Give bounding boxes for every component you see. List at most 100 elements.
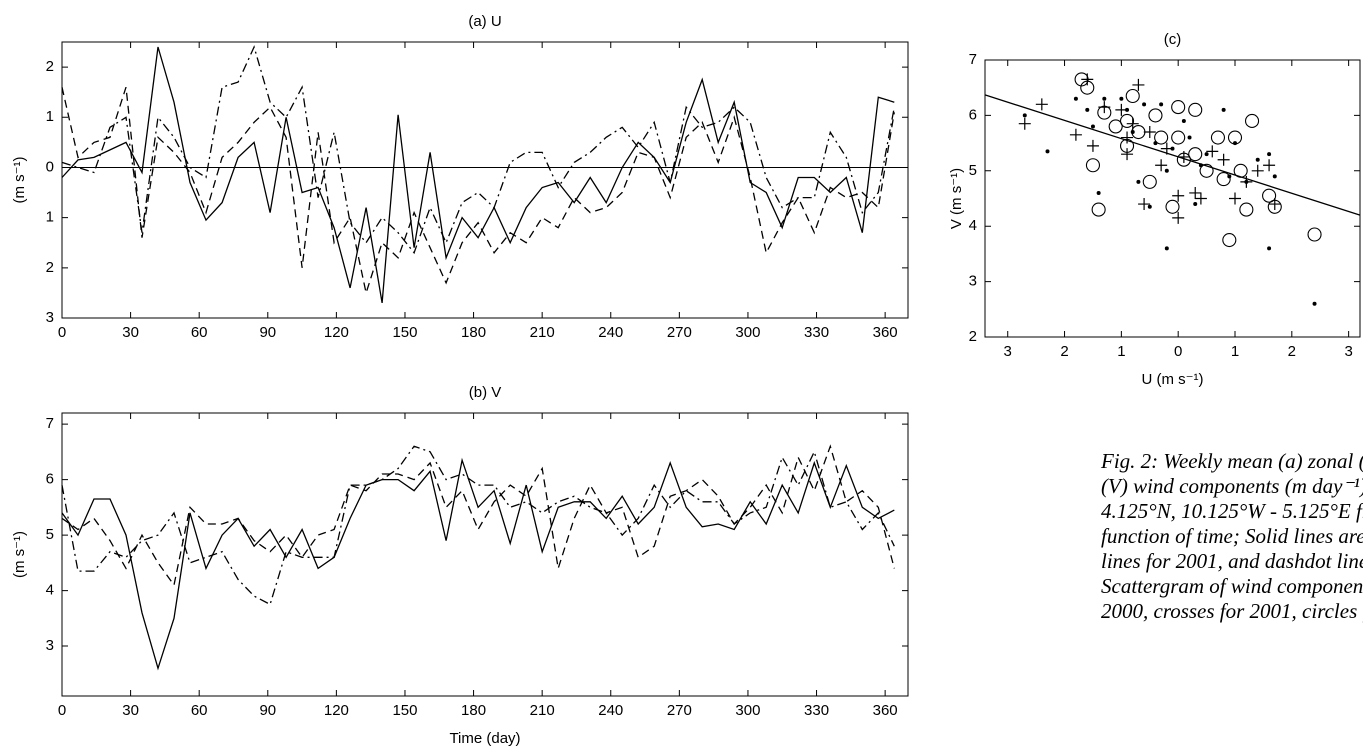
y-tick-label: 1 (46, 209, 54, 226)
x-tick-label: 240 (598, 324, 623, 341)
x-tick-label: 330 (804, 702, 829, 719)
cross-point (1217, 153, 1230, 166)
dot-point (1164, 246, 1169, 251)
dot-point (1045, 149, 1050, 154)
x-tick-label: 3 (1344, 343, 1352, 360)
x-tick-label: 150 (392, 324, 417, 341)
x-tick-label: 90 (259, 702, 276, 719)
cross-point (1155, 159, 1168, 172)
plot-frame (61, 412, 909, 697)
circle-point (1267, 199, 1282, 214)
series-line (61, 46, 895, 304)
chart-title: (b) V (469, 384, 502, 401)
cross-point (1143, 126, 1156, 139)
circle-point (1262, 188, 1277, 203)
dot-point (1181, 118, 1186, 123)
dot-point (1267, 246, 1272, 251)
cross-point (1018, 117, 1031, 130)
cross-point (1132, 78, 1145, 91)
y-tick-label: 2 (46, 58, 54, 75)
x-tick-label: 210 (530, 324, 555, 341)
x-axis-label: U (m s⁻¹) (1141, 371, 1203, 388)
circle-point (1210, 130, 1226, 145)
circle-point (1307, 227, 1322, 242)
y-tick-label: 7 (969, 51, 977, 68)
dot-point (1130, 130, 1135, 135)
circle-point (1216, 172, 1231, 187)
y-axis-label: V (m s⁻¹) (948, 168, 965, 229)
y-tick-label: 2 (46, 259, 54, 276)
y-axis-label: (m s⁻¹) (11, 156, 28, 203)
caption-line: Fig. 2: Weekly mean (a) zonal (U) and me (1100, 449, 1363, 473)
dot-point (1187, 135, 1192, 140)
fit-line (984, 94, 1361, 216)
circle-point (1233, 163, 1248, 178)
circle-point (1074, 72, 1089, 87)
circle-point (1176, 152, 1191, 167)
x-tick-label: 300 (735, 702, 760, 719)
x-tick-label: 360 (873, 324, 898, 341)
cross-point (1115, 103, 1128, 116)
y-tick-label: 5 (46, 526, 54, 543)
cross-point (1194, 192, 1207, 205)
x-tick-label: 30 (122, 702, 139, 719)
x-tick-label: 120 (324, 702, 349, 719)
plot-frame (984, 59, 1361, 338)
circle-point (1171, 130, 1186, 145)
circle-point (1239, 202, 1254, 217)
dot-point (1164, 168, 1169, 173)
dot-point (1267, 152, 1272, 157)
x-tick-label: 30 (122, 324, 139, 341)
cross-point (1172, 189, 1185, 202)
circle-point (1188, 102, 1203, 117)
y-tick-label: 3 (46, 637, 54, 654)
circle-point (1148, 108, 1163, 123)
plot-frame (61, 41, 909, 319)
y-axis-label: (m s⁻¹) (11, 531, 28, 578)
x-tick-label: 0 (58, 324, 66, 341)
x-tick-label: 1 (1117, 343, 1125, 360)
circle-point (1171, 100, 1186, 115)
series-line (61, 445, 895, 606)
circle-point (1199, 163, 1214, 178)
circle-point (1222, 233, 1237, 248)
circle-point (1188, 147, 1203, 162)
cross-point (1121, 131, 1134, 144)
x-tick-label: 360 (873, 702, 898, 719)
y-tick-label: 4 (46, 582, 54, 599)
series-line (61, 45, 895, 255)
cross-point (1035, 98, 1048, 111)
circle-point (1119, 113, 1135, 128)
circle-point (1085, 158, 1101, 173)
circle-point (1119, 138, 1135, 153)
x-tick-label: 270 (667, 324, 692, 341)
cross-point (1121, 148, 1134, 161)
caption-line: 2000, crosses for 2001, circles for 2002… (1101, 599, 1363, 623)
dot-point (1096, 190, 1101, 195)
caption-line: function of time; Solid lines are for 20… (1101, 524, 1363, 548)
caption-line: lines for 2001, and dashdot lines for 2 (1101, 549, 1363, 573)
y-tick-label: 7 (46, 415, 54, 432)
dot-point (1142, 102, 1147, 107)
chart-title: (c) (1164, 31, 1182, 48)
circle-point (1244, 113, 1260, 128)
caption-line: Scattergram of wind components; Dots (1101, 574, 1363, 598)
circle-point (1131, 124, 1146, 140)
x-tick-label: 60 (191, 702, 208, 719)
cross-point (1086, 139, 1099, 152)
cross-point (1138, 198, 1151, 211)
x-tick-label: 60 (191, 324, 208, 341)
y-tick-label: 0 (46, 158, 54, 175)
cross-point (1229, 192, 1241, 205)
chart-title: (a) U (468, 13, 501, 30)
circle-point (1142, 174, 1157, 189)
x-tick-label: 240 (598, 702, 623, 719)
x-tick-label: 180 (461, 702, 486, 719)
cross-point (1263, 159, 1276, 172)
cross-point (1081, 73, 1094, 86)
dot-point (1159, 102, 1164, 107)
series-line (61, 457, 895, 671)
x-tick-label: 2 (1060, 343, 1068, 360)
dot-point (1073, 96, 1078, 101)
x-tick-label: 1 (1231, 343, 1239, 360)
